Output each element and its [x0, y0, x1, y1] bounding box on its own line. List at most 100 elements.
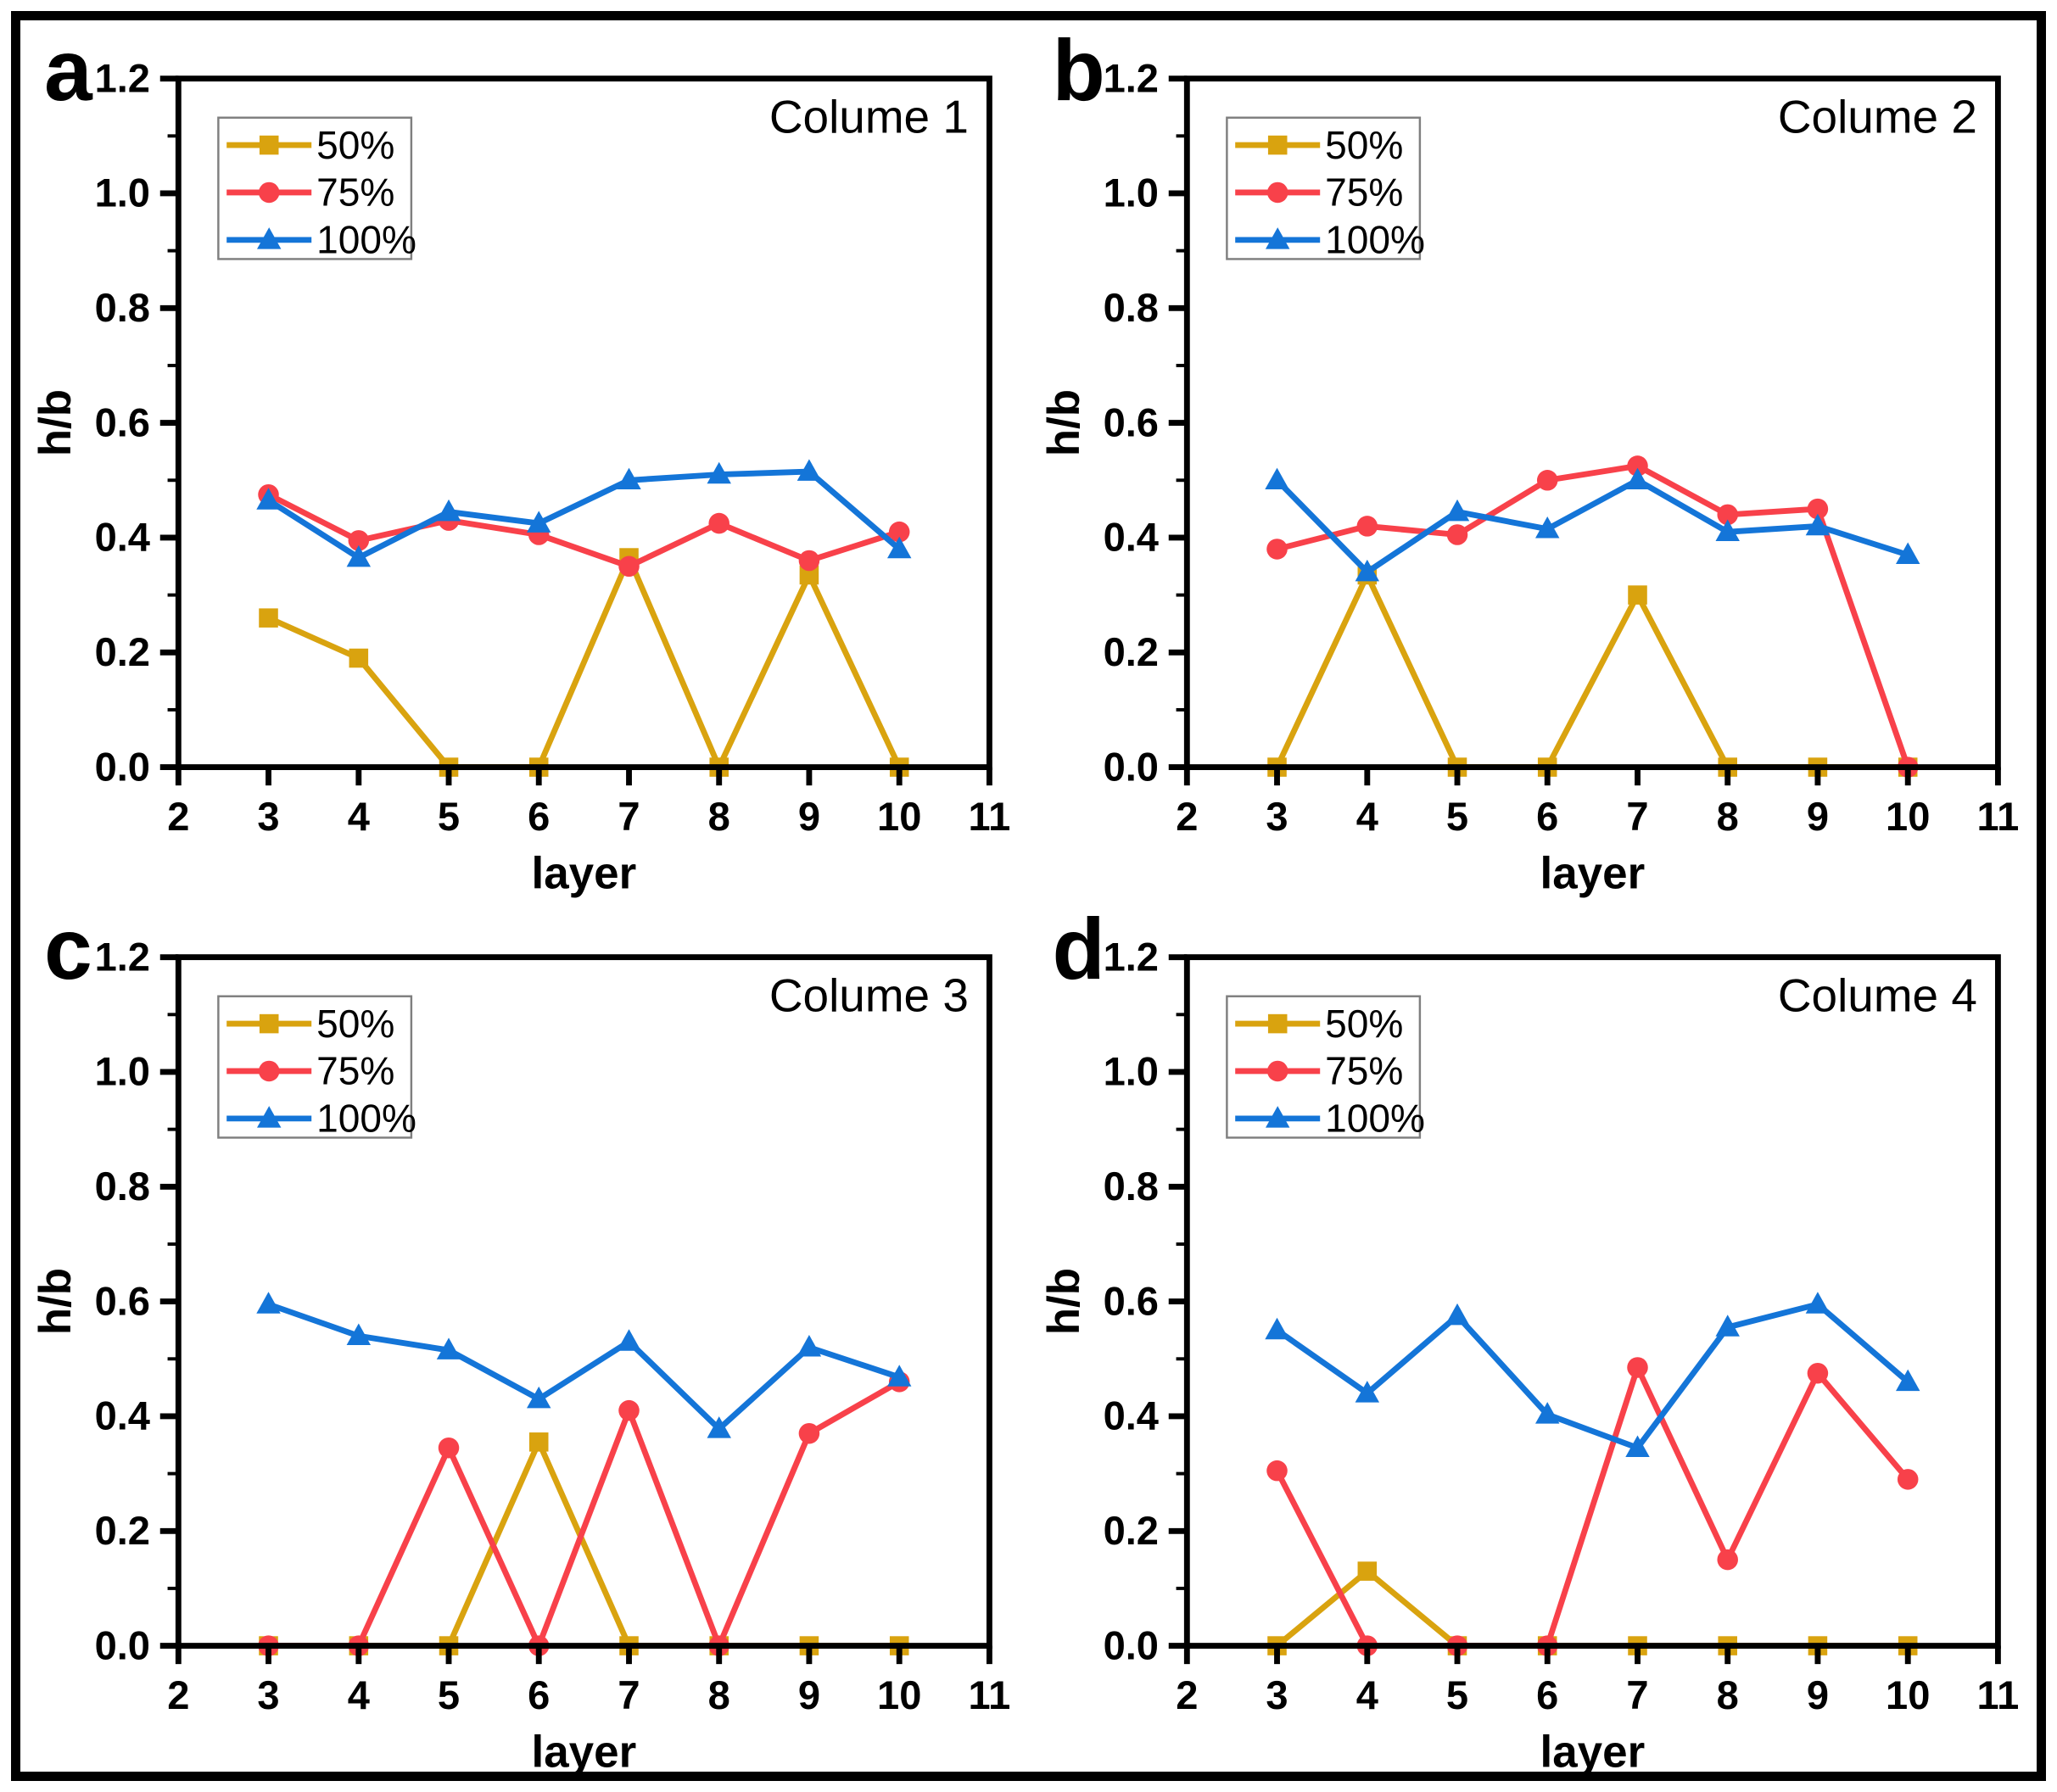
data-point	[1626, 1356, 1648, 1378]
x-tick-label: 8	[1716, 794, 1738, 839]
legend-label: 75%	[1325, 170, 1403, 215]
y-axis-title: h/b	[1038, 389, 1088, 456]
circle-icon	[258, 1060, 280, 1081]
series-line	[1276, 462, 1910, 768]
y-tick-label: 0.2	[1103, 1507, 1158, 1552]
y-tick-label: 0.0	[1103, 744, 1158, 789]
panel-title: Colume 3	[769, 969, 969, 1021]
y-tick-label: 0.6	[95, 1278, 150, 1323]
data-point	[528, 1432, 549, 1452]
x-tick-label: 8	[1716, 1672, 1738, 1717]
series-line	[266, 492, 901, 570]
y-tick-label: 0.6	[1103, 1278, 1158, 1323]
data-point	[1805, 513, 1830, 536]
triangle-icon	[256, 1105, 282, 1128]
data-point	[1445, 499, 1469, 522]
x-tick-label: 3	[1266, 794, 1288, 839]
x-tick-label: 7	[1626, 794, 1648, 839]
data-point	[1895, 1369, 1920, 1391]
y-axis: 0.0 0.2 0.4 0.6 0.8 1.0 1.2 h/b	[31, 55, 179, 789]
series-line	[1274, 1567, 1908, 1649]
x-tick-label: 6	[1536, 1672, 1558, 1717]
data-point	[1536, 470, 1557, 491]
x-tick-label: 4	[1355, 794, 1378, 839]
legend-label: 50%	[1325, 1001, 1403, 1045]
data-point	[1714, 519, 1740, 541]
data-point	[1355, 559, 1379, 582]
y-tick-label: 0.8	[1103, 285, 1158, 330]
data-point	[1626, 455, 1648, 477]
data-point	[526, 1386, 551, 1408]
y-tick-label: 1.0	[1103, 1048, 1158, 1093]
data-point	[798, 550, 820, 572]
legend: 50%75%100%	[217, 995, 416, 1140]
series-layer	[1264, 455, 1920, 778]
data-point	[799, 565, 819, 585]
panel-title: Colume 2	[1777, 90, 1976, 142]
data-point	[1714, 1314, 1740, 1337]
x-tick-label: 5	[438, 794, 460, 839]
series-layer	[256, 1291, 912, 1656]
y-tick-label: 0.8	[1103, 1163, 1158, 1208]
data-point	[256, 1291, 281, 1314]
series-line	[1274, 477, 1909, 575]
data-point	[1716, 504, 1738, 526]
y-tick-label: 1.0	[95, 170, 150, 215]
series-line	[1273, 1364, 1910, 1649]
y-tick-label: 0.8	[95, 1163, 150, 1208]
data-point	[1356, 516, 1378, 537]
line-chart-colume-4: 2 3 4 5 6 7 8 9 10 11 layer 0.0 0.2 0.4 0.6 0.8 1.0 1.2 h/…	[1038, 934, 2018, 1777]
y-axis-title: h/b	[1038, 1267, 1088, 1334]
line-chart-colume-1: 2 3 4 5 6 7 8 9 10 11 layer 0.0 0.2 0.4 0.6 0.8 1.0 1.2 h/…	[31, 55, 1010, 898]
triangle-icon	[256, 227, 282, 249]
panel-b: 2 3 4 5 6 7 8 9 10 11 layer 0.0 0.2 0.4 0.6 0.8 1.0 1.2 h/…	[1029, 20, 2037, 899]
data-point	[438, 1437, 460, 1458]
data-point	[617, 1328, 641, 1351]
data-point	[256, 488, 281, 510]
series-line	[1273, 572, 1908, 771]
x-axis-title: layer	[1540, 1727, 1645, 1777]
x-tick-label: 9	[1806, 1672, 1828, 1717]
y-tick-label: 0.4	[1103, 1393, 1158, 1438]
panel-c: 2 3 4 5 6 7 8 9 10 11 layer 0.0 0.2 0.4 0.6 0.8 1.0 1.2 h/…	[20, 899, 1029, 1778]
circle-icon	[258, 181, 280, 204]
data-point	[1445, 1303, 1469, 1325]
panel-d: 2 3 4 5 6 7 8 9 10 11 layer 0.0 0.2 0.4 0.6 0.8 1.0 1.2 h/…	[1029, 899, 2037, 1778]
square-icon	[259, 1013, 279, 1033]
data-point	[349, 648, 369, 668]
triangle-icon	[1265, 227, 1289, 249]
series-line	[267, 555, 903, 771]
x-tick-label: 2	[1176, 1672, 1198, 1717]
data-point	[1807, 1362, 1828, 1384]
data-point	[259, 608, 278, 628]
x-tick-label: 5	[1445, 794, 1467, 839]
y-tick-label: 0.2	[1103, 629, 1158, 674]
data-point	[618, 555, 640, 578]
data-point	[1264, 1317, 1289, 1339]
y-tick-label: 1.0	[95, 1048, 150, 1093]
x-tick-label: 4	[348, 1672, 370, 1717]
line-chart-colume-2: 2 3 4 5 6 7 8 9 10 11 layer 0.0 0.2 0.4 0.6 0.8 1.0 1.2 h/…	[1038, 55, 2018, 898]
data-point	[886, 1364, 912, 1387]
data-point	[797, 459, 822, 481]
x-tick-label: 9	[1806, 794, 1828, 839]
data-point	[348, 530, 370, 551]
x-tick-label: 3	[257, 794, 279, 839]
legend-label: 75%	[316, 1048, 394, 1092]
x-tick-label: 2	[167, 794, 189, 839]
x-tick-label: 4	[348, 794, 370, 839]
legend-label: 100%	[316, 218, 416, 262]
line-chart-colume-3: 2 3 4 5 6 7 8 9 10 11 layer 0.0 0.2 0.4 0.6 0.8 1.0 1.2 h/…	[31, 934, 1010, 1777]
series-line	[267, 1301, 901, 1432]
legend-entry: 100%	[226, 1096, 416, 1140]
legend: 50%75%100%	[1225, 995, 1424, 1140]
legend-entry: 50%	[1234, 1001, 1403, 1045]
legend-entry: 100%	[226, 218, 416, 262]
y-tick-label: 0.0	[95, 744, 150, 789]
x-tick-label: 10	[877, 1672, 921, 1717]
x-tick-label: 7	[618, 1672, 640, 1717]
data-point	[707, 461, 731, 484]
plot-frame	[1183, 75, 2001, 771]
series-line	[268, 1378, 901, 1649]
